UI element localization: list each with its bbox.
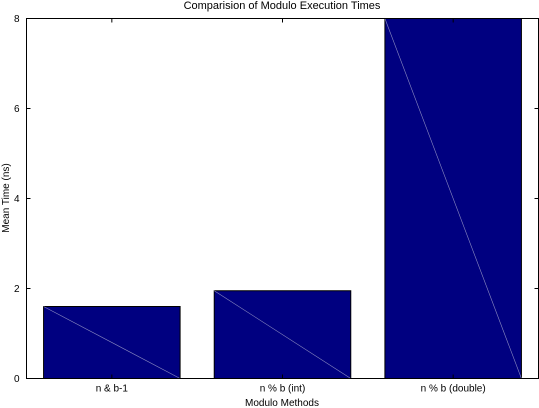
- bar-3-diagonal: [384, 18, 522, 379]
- y-tick-label-5: 8: [14, 14, 20, 25]
- y-tick-label-1: 0: [14, 374, 20, 385]
- x-axis-label: Modulo Methods: [245, 398, 319, 408]
- x-tick-label-3: n % b (double): [421, 384, 486, 395]
- y-axis-label: Mean Time (ns): [1, 163, 12, 232]
- x-tick-label-2: n % b (int): [260, 384, 306, 395]
- y-tick-label-2: 2: [14, 284, 20, 295]
- bar-1-diagonal: [43, 306, 181, 379]
- ticks-layer: n & b-1 n % b (int) n % b (double) 0 2 4 6 8: [14, 14, 539, 395]
- y-tick-label-4: 6: [14, 104, 20, 115]
- chart-title: Comparision of Modulo Execution Times: [184, 0, 381, 12]
- y-tick-label-3: 4: [14, 194, 20, 205]
- bar-2-diagonal: [214, 290, 351, 379]
- x-tick-label-1: n & b-1: [96, 384, 129, 395]
